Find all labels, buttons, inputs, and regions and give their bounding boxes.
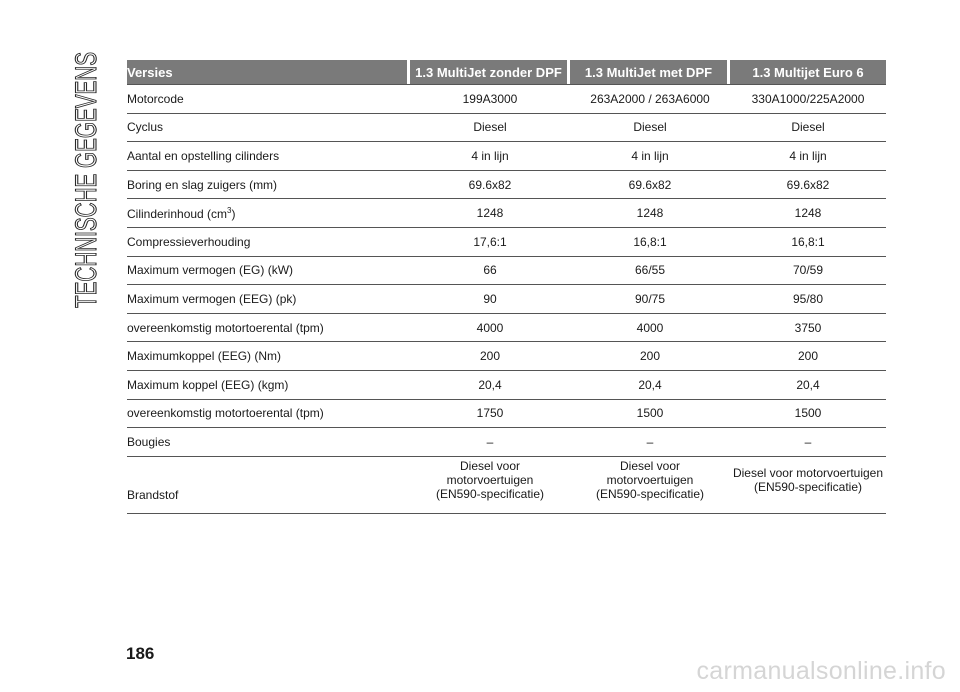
table-row: overeenkomstig motortoerental (tpm) 1750 1… — [127, 400, 886, 429]
row-value-1: – — [486, 434, 494, 449]
row-label: Brandstof — [127, 487, 179, 502]
row-value-2: 200 — [639, 349, 661, 364]
row-value-3: 200 — [797, 349, 819, 364]
table-row: Maximum vermogen (EEG) (pk) 90 90/75 95/80 — [127, 285, 886, 314]
table-row: Cilinderinhoud (cm3) 1248 1248 1248 — [127, 199, 886, 228]
table-row: overeenkomstig motortoerental (tpm) 4000 4… — [127, 314, 886, 343]
page-number: 186 — [126, 644, 155, 663]
row-label: Bougies — [127, 434, 171, 449]
table-row: Cyclus Diesel Diesel Diesel — [127, 114, 886, 143]
row-value-1: 66 — [483, 263, 497, 278]
fuel-value-line: (EN590-specificatie) — [595, 486, 705, 501]
row-label: Boring en slag zuigers (mm) — [127, 177, 278, 192]
row-value-2: 16,8:1 — [633, 234, 667, 249]
row-value-1: 17,6:1 — [473, 234, 507, 249]
row-value-2: 66/55 — [634, 263, 666, 278]
row-value-1: 4000 — [476, 320, 504, 335]
row-label: Maximum koppel (EEG) (kgm) — [127, 377, 289, 392]
row-value-2: 1500 — [636, 406, 664, 421]
row-value-2: 4 in lijn — [631, 148, 669, 163]
row-value-2: 1248 — [636, 206, 664, 221]
row-label: Motorcode — [127, 91, 184, 106]
row-value-1: 199A3000 — [462, 91, 518, 106]
row-label: Compressieverhouding — [127, 234, 251, 249]
table-header: Versies 1.3 MultiJet zonder DPF 1.3 Mult… — [127, 60, 886, 84]
row-value-3: 3750 — [794, 320, 822, 335]
row-value-3: Diesel — [791, 120, 825, 135]
fuel-value-1: Diesel voor motorvoertuigen (EN590-specifi… — [410, 459, 570, 501]
row-value-1: 20,4 — [478, 377, 502, 392]
fuel-value-line: Diesel voor motorvoertuigen — [732, 465, 884, 480]
row-value-2: 69.6x82 — [628, 177, 672, 192]
row-label: overeenkomstig motortoerental (tpm) — [127, 406, 324, 421]
row-value-3: 69.6x82 — [786, 177, 830, 192]
table-row: Maximumkoppel (EEG) (Nm) 200 200 200 — [127, 342, 886, 371]
row-label: Maximumkoppel (EEG) (Nm) — [127, 349, 282, 364]
table-row: Boring en slag zuigers (mm) 69.6x82 69.6x8… — [127, 171, 886, 200]
row-value-1: 200 — [479, 349, 501, 364]
fuel-value-line: motorvoertuigen — [606, 472, 694, 487]
header-versions: Versies — [127, 60, 407, 84]
row-value-2: 4000 — [636, 320, 664, 335]
row-label: overeenkomstig motortoerental (tpm) — [127, 320, 324, 335]
row-value-1: 90 — [483, 291, 497, 306]
row-label: Maximum vermogen (EEG) (pk) — [127, 291, 297, 306]
row-value-1: 69.6x82 — [468, 177, 512, 192]
fuel-value-line: Diesel voor — [619, 458, 681, 473]
table-row-fuel: Brandstof Diesel voor motorvoertuigen (EN59… — [127, 457, 886, 514]
table-row: Maximum vermogen (EG) (kW) 66 66/55 70/59 — [127, 257, 886, 286]
table-row: Maximum koppel (EEG) (kgm) 20,4 20,4 20,4 — [127, 371, 886, 400]
row-value-3: 4 in lijn — [789, 148, 827, 163]
fuel-value-line: (EN590-specificatie) — [753, 479, 863, 494]
table-row: Compressieverhouding 17,6:1 16,8:1 16,8:1 — [127, 228, 886, 257]
row-label: Cilinderinhoud (cm3) — [127, 205, 236, 221]
row-value-3: 16,8:1 — [791, 234, 825, 249]
table-row: Motorcode 199A3000 263A2000 / 263A6000 330A… — [127, 84, 886, 114]
row-value-1: Diesel — [473, 120, 507, 135]
fuel-value-3: Diesel voor motorvoertuigen (EN590-specif… — [730, 466, 886, 494]
watermark-text: carmanualsonline.info — [696, 657, 946, 685]
fuel-value-line: (EN590-specificatie) — [435, 486, 545, 501]
row-value-2: 263A2000 / 263A6000 — [590, 91, 710, 106]
specs-table: Versies 1.3 MultiJet zonder DPF 1.3 Mult… — [127, 60, 886, 514]
row-label: Cyclus — [127, 120, 164, 135]
row-value-2: – — [646, 434, 654, 449]
row-value-2: Diesel — [633, 120, 667, 135]
table-row: Bougies – – – — [127, 428, 886, 457]
row-value-3: – — [804, 434, 812, 449]
row-value-3: 95/80 — [792, 291, 824, 306]
row-value-1: 1248 — [476, 206, 504, 221]
fuel-value-line: motorvoertuigen — [446, 472, 534, 487]
fuel-value-2: Diesel voor motorvoertuigen (EN590-specifi… — [570, 459, 730, 501]
row-value-3: 1500 — [794, 406, 822, 421]
row-value-1: 1750 — [476, 406, 504, 421]
header-version-2: 1.3 MultiJet met DPF — [570, 60, 727, 84]
row-value-3: 70/59 — [792, 263, 824, 278]
header-version-3: 1.3 Multijet Euro 6 — [730, 60, 886, 84]
row-value-3: 1248 — [794, 206, 822, 221]
section-side-title: TECHNISCHE GEGEVENS — [64, 50, 112, 308]
row-value-3: 20,4 — [796, 377, 820, 392]
row-value-3: 330A1000/225A2000 — [751, 91, 865, 106]
table-row: Aantal en opstelling cilinders 4 in lijn 4… — [127, 142, 886, 171]
header-version-1: 1.3 MultiJet zonder DPF — [410, 60, 567, 84]
row-label: Aantal en opstelling cilinders — [127, 148, 280, 163]
row-value-1: 4 in lijn — [471, 148, 509, 163]
row-label: Maximum vermogen (EG) (kW) — [127, 263, 294, 278]
fuel-value-line: Diesel voor — [459, 458, 521, 473]
row-value-2: 90/75 — [634, 291, 666, 306]
row-value-2: 20,4 — [638, 377, 662, 392]
side-title-text: TECHNISCHE GEGEVENS — [70, 52, 103, 308]
